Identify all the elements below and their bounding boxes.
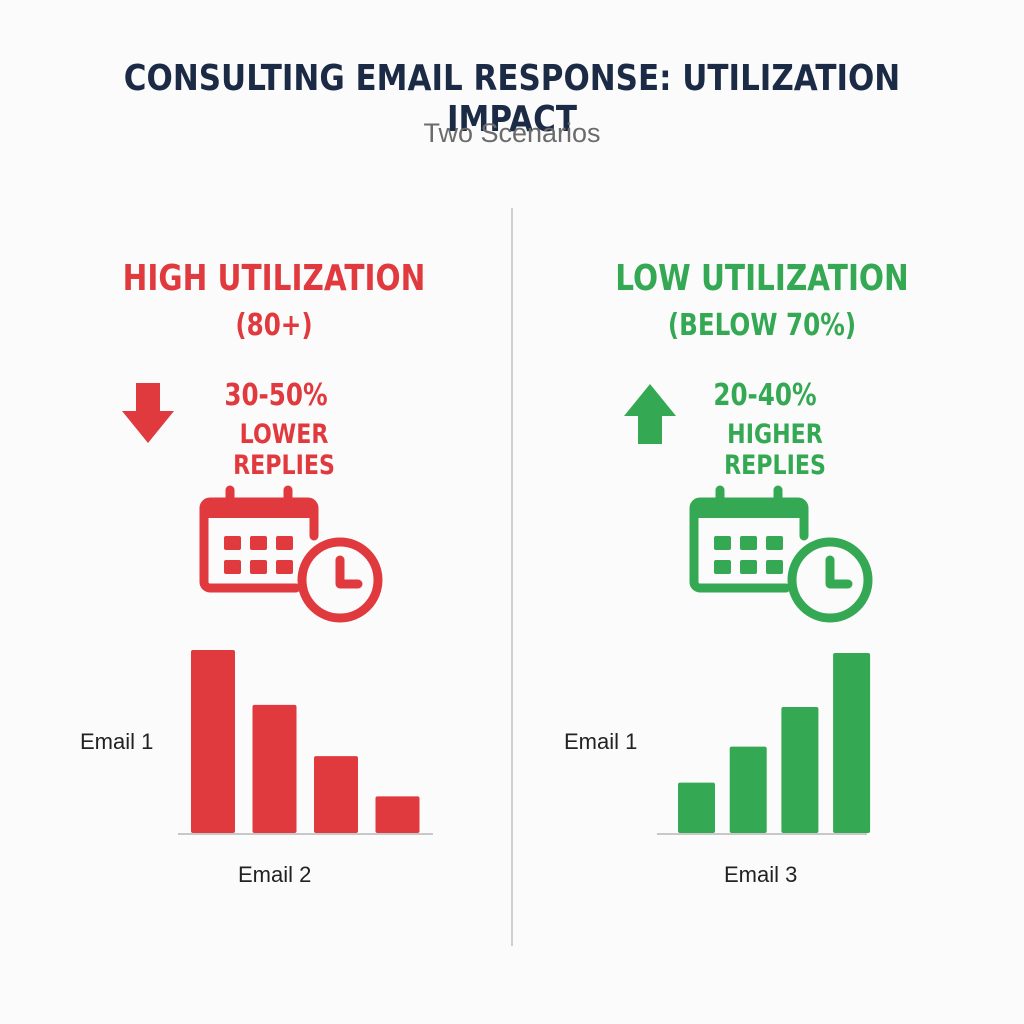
x-axis-label: Email 2 [238,862,312,887]
calendar-clock-icon [199,485,383,623]
bar-4 [833,653,871,833]
bar-1 [678,782,715,833]
y-axis-label: Email 1 [80,729,154,754]
panel-heading: HIGH UTILIZATION [122,258,426,299]
page-subtitle: Two Scenarios [423,118,601,148]
stat-value: 20-40% [713,378,817,413]
stat-value: 30-50% [224,378,328,413]
x-axis-label: Email 3 [724,862,798,887]
panel-subheading: (80+) [235,308,313,343]
arrow-down-icon [122,383,174,443]
stat-label: HIGHER REPLIES [724,419,826,481]
stat-label: LOWER REPLIES [233,419,335,481]
bar-1 [191,650,235,833]
page-title: CONSULTING EMAIL RESPONSE: UTILIZATION I… [123,58,901,140]
calendar-clock-icon [689,485,873,623]
bar-2 [729,746,767,833]
bar-4 [375,796,420,833]
panel-high-utilization: HIGH UTILIZATION (80+) 30-50% LOWER REPL… [80,258,433,887]
arrow-up-icon [624,384,676,444]
bar-3 [781,707,819,833]
bar-3 [314,756,358,833]
panel-low-utilization: LOW UTILIZATION (BELOW 70%) 20-40% HIGHE… [512,0,1024,1024]
bar-chart-low [657,653,871,835]
y-axis-label: Email 1 [564,729,638,754]
panel-divider [511,208,513,946]
panel-subheading: (BELOW 70%) [667,308,857,343]
bar-chart-high [178,650,433,835]
panel-heading: LOW UTILIZATION [615,258,909,299]
bar-2 [252,704,297,833]
